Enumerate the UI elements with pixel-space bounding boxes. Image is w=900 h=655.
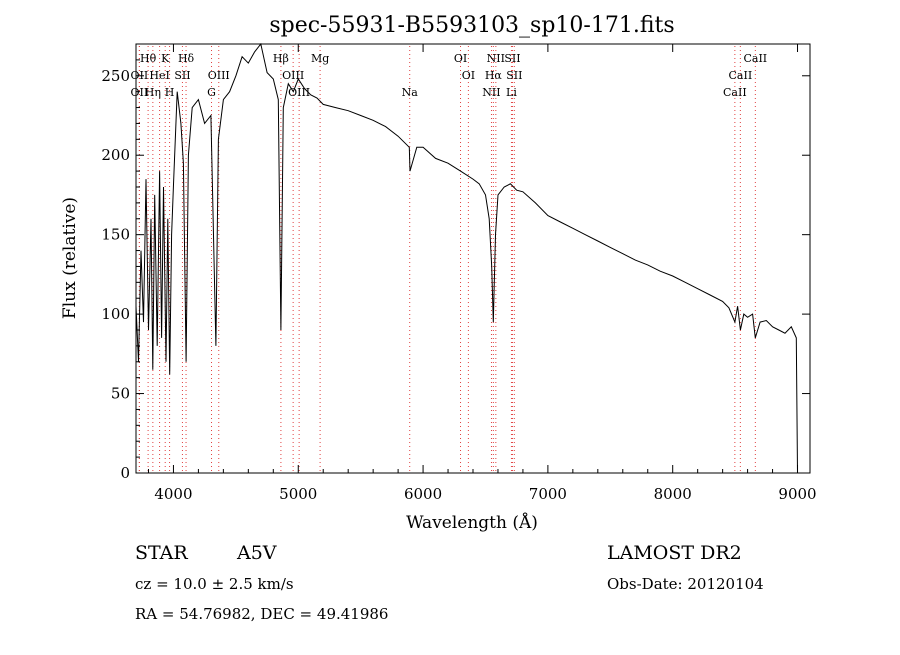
line-label-25: CaII xyxy=(729,69,753,82)
line-label-26: CaII xyxy=(723,86,747,99)
line-label-23: Li xyxy=(506,86,517,99)
line-label-15: Na xyxy=(402,86,419,99)
line-label-9: OIII xyxy=(208,69,230,82)
line-label-2: OII xyxy=(131,86,149,99)
line-label-16: OI xyxy=(454,52,467,65)
line-label-17: OI xyxy=(462,69,475,82)
x-tick-label-1: 5000 xyxy=(279,485,317,503)
line-label-10: G xyxy=(207,86,216,99)
line-label-12: OIII xyxy=(282,69,304,82)
line-label-19: SII xyxy=(504,52,520,65)
plot-frame xyxy=(135,43,811,474)
line-label-21: SII xyxy=(506,69,522,82)
chart-title: spec-55931-B5593103_sp10-171.fits xyxy=(269,13,674,38)
x-axis-ticks: 4000 5000 6000 7000 8000 9000 xyxy=(147,44,817,503)
line-label-4: HeI xyxy=(149,69,169,82)
y-tick-label-4: 200 xyxy=(101,146,130,164)
line-label-14: Mg xyxy=(311,52,329,65)
line-label-22: NII xyxy=(482,86,500,99)
sky-coordinates: RA = 54.76982, DEC = 49.41986 xyxy=(135,605,388,623)
line-label-3: K xyxy=(161,52,170,65)
spectral-subclass: A5V xyxy=(236,542,277,564)
x-tick-label-3: 7000 xyxy=(529,485,567,503)
line-label-5: Hη xyxy=(145,86,161,99)
line-label-11: Hβ xyxy=(273,52,289,65)
y-tick-label-1: 50 xyxy=(111,385,130,403)
emission-line-labels: HθOIIOIIKHeIHηSIIHHδOIIIGHβOIIIOIIIMgNaO… xyxy=(131,52,768,99)
x-axis-label: Wavelength (Å) xyxy=(406,512,538,533)
y-tick-label-3: 150 xyxy=(101,226,130,244)
redshift-velocity: cz = 10.0 ± 2.5 km/s xyxy=(135,575,294,593)
line-label-7: H xyxy=(165,86,175,99)
x-tick-label-0: 4000 xyxy=(154,485,192,503)
y-tick-label-5: 250 xyxy=(101,67,130,85)
line-label-0: Hθ xyxy=(140,52,157,65)
emission-line-guides xyxy=(138,46,756,473)
line-label-6: SII xyxy=(174,69,190,82)
survey-name: LAMOST DR2 xyxy=(607,542,742,564)
object-type: STAR xyxy=(135,542,188,564)
y-tick-label-0: 0 xyxy=(120,464,130,482)
line-label-18: NII xyxy=(487,52,505,65)
line-label-8: Hδ xyxy=(178,52,195,65)
x-tick-label-2: 6000 xyxy=(404,485,442,503)
spectrum-series-line xyxy=(135,42,798,474)
y-axis-ticks: 0 50 100 150 200 250 xyxy=(101,59,810,482)
line-label-20: Hα xyxy=(485,69,503,82)
line-label-24: CaII xyxy=(743,52,767,65)
observation-date: Obs-Date: 20120104 xyxy=(607,575,764,593)
y-tick-label-2: 100 xyxy=(101,305,130,323)
x-tick-label-5: 9000 xyxy=(778,485,816,503)
x-tick-label-4: 8000 xyxy=(654,485,692,503)
y-axis-label: Flux (relative) xyxy=(60,197,80,319)
